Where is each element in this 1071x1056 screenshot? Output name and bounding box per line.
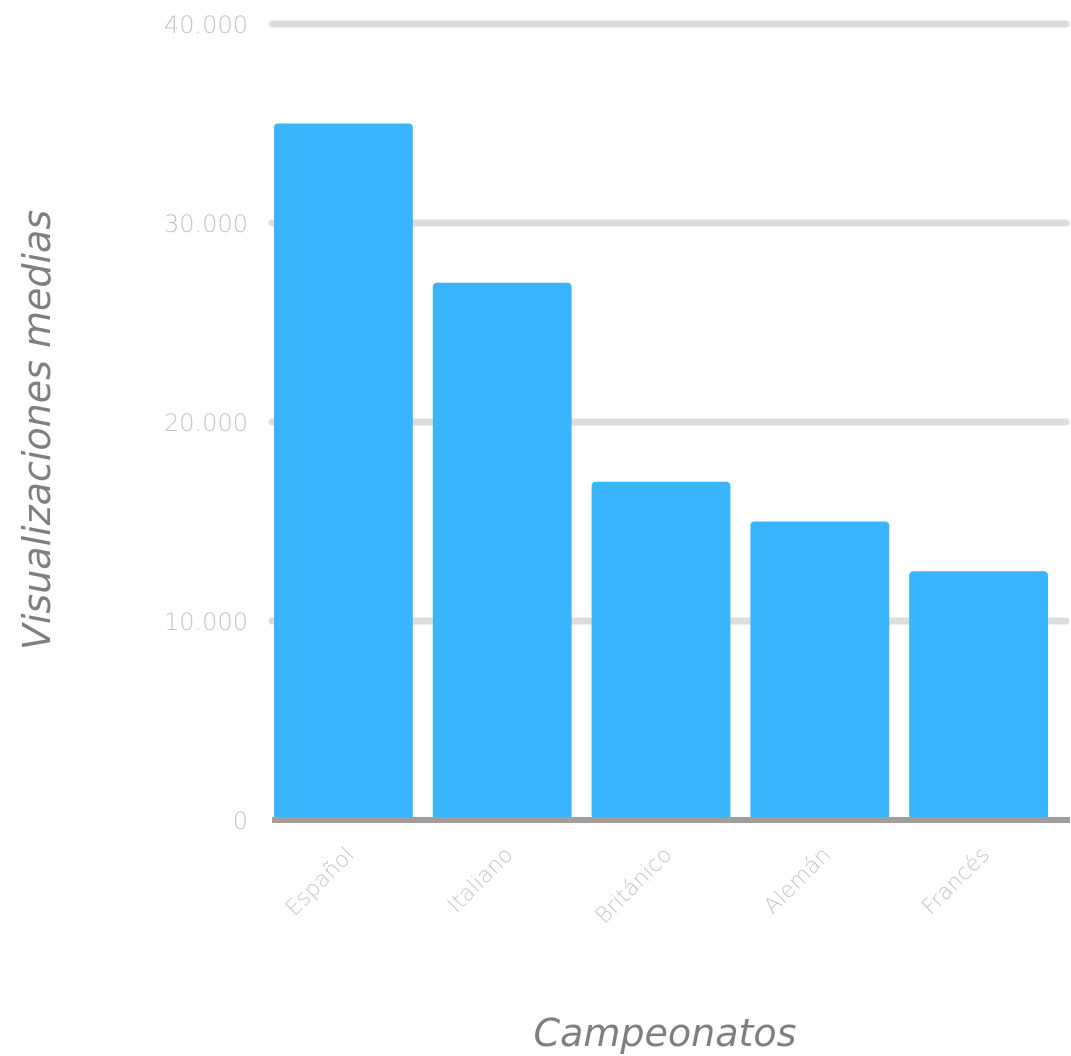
x-tick-label: Británico (591, 843, 677, 929)
x-tick-label: Francés (917, 843, 995, 921)
bar (750, 521, 890, 820)
y-tick-label: 10.000 (164, 608, 248, 636)
x-tick-label: Español (281, 843, 360, 922)
x-axis-ticks: Español Italiano Británico Alemán Francés (281, 843, 995, 929)
bar (274, 123, 413, 820)
bar (591, 481, 731, 820)
x-tick-label: Alemán (759, 843, 836, 920)
y-tick-label: 40.000 (164, 11, 248, 39)
bar (432, 282, 572, 820)
y-axis-ticks: 0 10.000 20.000 30.000 40.000 (164, 11, 248, 835)
bars (274, 123, 1048, 820)
y-tick-label: 20.000 (164, 409, 248, 437)
y-axis-title: Visualizaciones medias (15, 210, 59, 650)
x-axis-title: Campeonatos (534, 1011, 797, 1055)
bar (909, 571, 1048, 820)
y-tick-label: 0 (233, 807, 248, 835)
y-tick-label: 30.000 (164, 210, 248, 238)
x-tick-label: Italiano (443, 843, 518, 918)
